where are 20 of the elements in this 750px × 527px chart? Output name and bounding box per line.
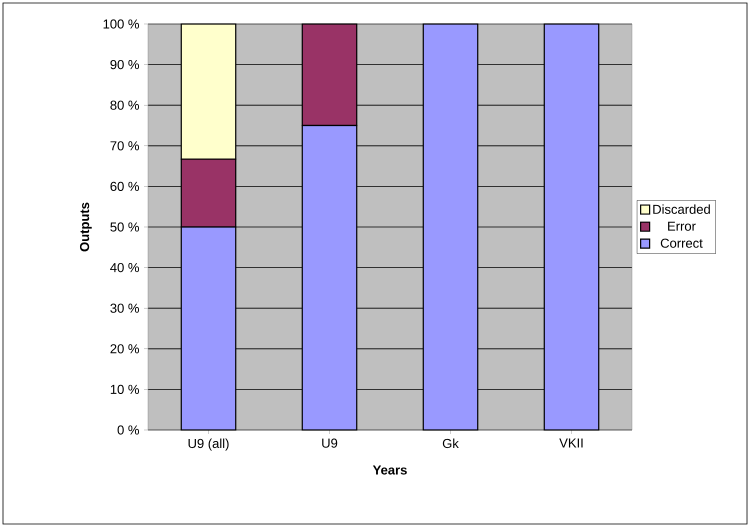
y-tick-label: 30 % [110,304,139,313]
y-tick-label: 70 % [110,141,139,150]
legend-label: Discarded [653,204,710,214]
y-tick-label: 10 % [110,384,139,394]
x-tick-label: VKII [559,438,583,448]
x-axis-title: Years [372,466,407,475]
x-tick-label: U9 (all) [188,438,229,451]
y-tick-label: 60 % [110,182,139,191]
legend-label: Correct [660,238,703,248]
x-tick-label: U9 [322,438,338,448]
y-tick-label: 100 % [104,19,139,29]
y-tick-label: 50 % [110,222,139,232]
y-tick-label: 0 % [118,425,139,435]
y-tick-label: 20 % [110,344,139,354]
legend-label: Error [668,222,696,231]
y-tick-label: 90 % [110,60,139,70]
y-tick-label: 80 % [110,100,139,110]
x-tick-label: Gk [442,438,459,448]
y-tick-label: 40 % [110,262,139,272]
y-axis-title: Outputs [80,202,92,252]
